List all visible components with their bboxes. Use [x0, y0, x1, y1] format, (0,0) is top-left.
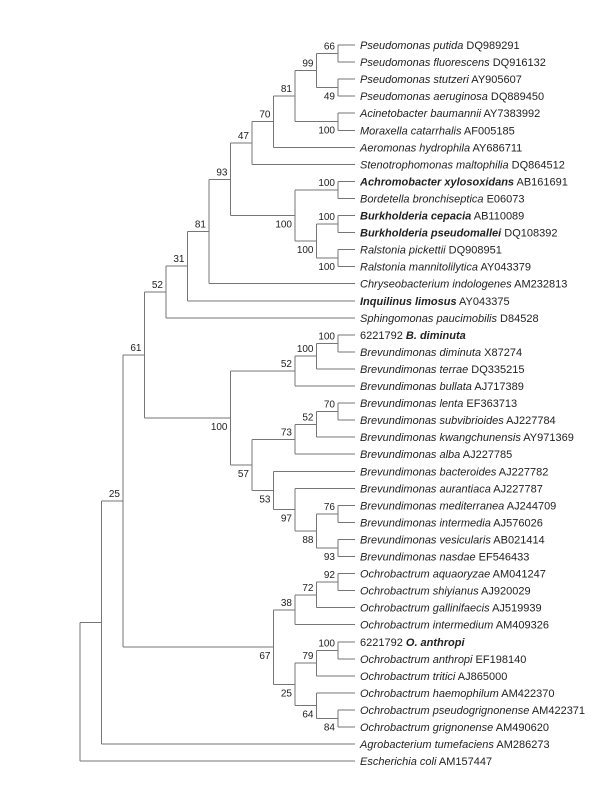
bootstrap-value: 99: [302, 59, 314, 70]
taxon-label: Ochrobactrum aquaoryzae AM041247: [360, 569, 546, 581]
bootstrap-value: 25: [281, 688, 293, 699]
taxon-label: Brevundimonas aurantiaca AJ227787: [360, 483, 543, 495]
taxon-label: Moraxella catarrhalis AF005185: [360, 125, 515, 137]
bootstrap-value: 25: [109, 489, 121, 500]
taxon-label: Achromobacter xylosoxidans AB161691: [359, 176, 568, 188]
bootstrap-value: 49: [324, 92, 336, 103]
bootstrap-value: 61: [130, 343, 142, 354]
bootstrap-value: 52: [281, 359, 293, 370]
taxon-label: Chryseobacterium indologenes AM232813: [360, 279, 567, 291]
bootstrap-value: 66: [324, 42, 336, 53]
taxon-label: Brevundimonas alba AJ227785: [360, 449, 512, 461]
taxon-label: Inquilinus limosus AY043375: [360, 296, 510, 308]
bootstrap-value: 76: [324, 502, 336, 513]
taxon-label: Brevundimonas vesicularis AB021414: [360, 534, 545, 546]
taxon-label: Brevundimonas intermedia AJ576026: [360, 517, 543, 529]
taxon-label: Acinetobacter baumannii AY7383992: [359, 108, 540, 120]
bootstrap-value: 79: [302, 651, 314, 662]
bootstrap-value: 92: [324, 570, 336, 581]
bootstrap-value: 64: [302, 710, 314, 721]
taxon-label: Brevundimonas kwangchunensis AY971369: [360, 432, 574, 444]
taxon-label: Bordetella bronchiseptica E06073: [360, 193, 525, 205]
taxon-label: Stenotrophomonas maltophilia DQ864512: [360, 159, 565, 171]
taxon-label: Brevundimonas mediterranea AJ244709: [360, 500, 556, 512]
bootstrap-value: 31: [173, 254, 185, 265]
taxon-label: Ralstonia mannitolilytica AY043379: [360, 262, 531, 274]
bootstrap-value: 93: [324, 552, 336, 563]
bootstrap-value: 81: [281, 84, 293, 95]
taxon-label: Ralstonia pickettii DQ908951: [360, 245, 502, 257]
bootstrap-value: 93: [216, 167, 228, 178]
bootstrap-value: 47: [238, 131, 250, 142]
bootstrap-value: 100: [275, 220, 292, 231]
bootstrap-value: 52: [152, 280, 164, 291]
bootstrap-value: 57: [238, 469, 250, 480]
taxon-label: Brevundimonas lenta EF363713: [360, 398, 517, 410]
taxon-label: Ochrobactrum pseudogrignonense AM422371: [360, 705, 585, 717]
bootstrap-value: 100: [318, 178, 335, 189]
bootstrap-value: 73: [281, 427, 293, 438]
bootstrap-value: 53: [259, 494, 271, 505]
taxon-label: Pseudomonas aeruginosa DQ889450: [360, 91, 544, 103]
taxon-label: 6221792 O. anthropi: [360, 637, 465, 649]
taxon-label: Ochrobactrum tritici AJ865000: [360, 671, 507, 683]
bootstrap-value: 100: [318, 331, 335, 342]
bootstrap-value: 52: [302, 412, 314, 423]
bootstrap-value: 88: [302, 535, 314, 546]
bootstrap-value: 70: [324, 400, 336, 411]
bootstrap-value: 67: [259, 651, 271, 662]
bootstrap-value: 70: [259, 110, 271, 121]
taxon-label: Burkholderia cepacia AB110089: [360, 211, 524, 223]
taxon-label: Ochrobactrum intermedium AM409326: [360, 620, 549, 632]
bootstrap-value: 100: [211, 422, 228, 433]
bootstrap-value: 100: [297, 344, 314, 355]
taxon-label: Brevundimonas bacteroides AJ227782: [360, 466, 548, 478]
taxon-label: Pseudomonas stutzeri AY905607: [360, 74, 522, 86]
bootstrap-value: 100: [318, 212, 335, 223]
bootstrap-value: 100: [318, 262, 335, 273]
bootstrap-value: 100: [318, 126, 335, 137]
bootstrap-value: 100: [297, 245, 314, 256]
bootstrap-value: 72: [302, 583, 314, 594]
taxon-label: Ochrobactrum gallinifaecis AJ519939: [360, 603, 542, 615]
taxon-label: Brevundimonas nasdae EF546433: [360, 552, 529, 564]
bootstrap-value: 81: [195, 219, 207, 230]
bootstrap-value: 38: [281, 598, 293, 609]
bootstrap-value: 97: [281, 514, 293, 525]
bootstrap-value: 84: [324, 722, 336, 733]
taxon-label: Escherichia coli AM157447: [360, 756, 492, 768]
taxon-label: Sphingomonas paucimobilis D84528: [360, 313, 539, 325]
taxon-label: Pseudomonas putida DQ989291: [360, 40, 520, 52]
taxon-label: Pseudomonas fluorescens DQ916132: [360, 57, 546, 69]
taxon-label: Ochrobactrum anthropi EF198140: [360, 654, 526, 666]
taxon-label: Burkholderia pseudomallei DQ108392: [360, 228, 557, 240]
taxon-label: 6221792 B. diminuta: [360, 330, 466, 342]
taxon-label: Ochrobactrum grignonense AM490620: [360, 722, 549, 734]
taxon-label: Agrobacterium tumefaciens AM286273: [359, 739, 550, 751]
taxon-label: Ochrobactrum shiyianus AJ920029: [360, 586, 531, 598]
taxon-label: Brevundimonas bullata AJ717389: [360, 381, 524, 393]
taxon-label: Aeromonas hydrophila AY686711: [359, 142, 522, 154]
taxon-label: Brevundimonas diminuta X87274: [360, 347, 522, 359]
taxon-label: Ochrobactrum haemophilum AM422370: [360, 688, 554, 700]
bootstrap-value: 100: [318, 638, 335, 649]
taxon-label: Brevundimonas terrae DQ335215: [360, 364, 525, 376]
taxon-label: Brevundimonas subvibrioides AJ227784: [360, 415, 556, 427]
